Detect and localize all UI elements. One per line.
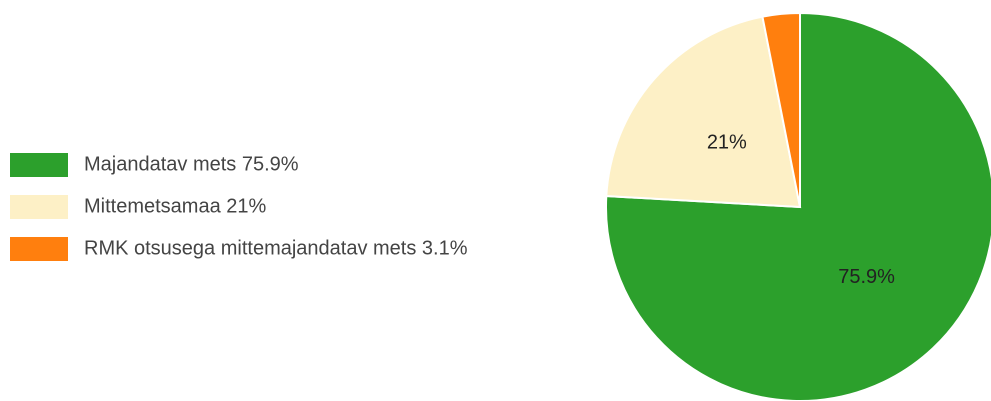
slice-label: 21% bbox=[707, 132, 747, 154]
legend-label: Mittemetsamaa 21% bbox=[84, 195, 267, 217]
legend-label: Majandatav mets 75.9% bbox=[84, 153, 299, 175]
slice-label: 75.9% bbox=[838, 266, 895, 288]
pie-slice bbox=[605, 15, 802, 209]
legend-label: RMK otsusega mittemajandatav mets 3.1% bbox=[84, 237, 468, 259]
legend-swatch bbox=[10, 195, 68, 219]
legend-swatch bbox=[10, 153, 68, 177]
pie-slice bbox=[761, 11, 801, 208]
legend-swatch bbox=[10, 237, 68, 261]
